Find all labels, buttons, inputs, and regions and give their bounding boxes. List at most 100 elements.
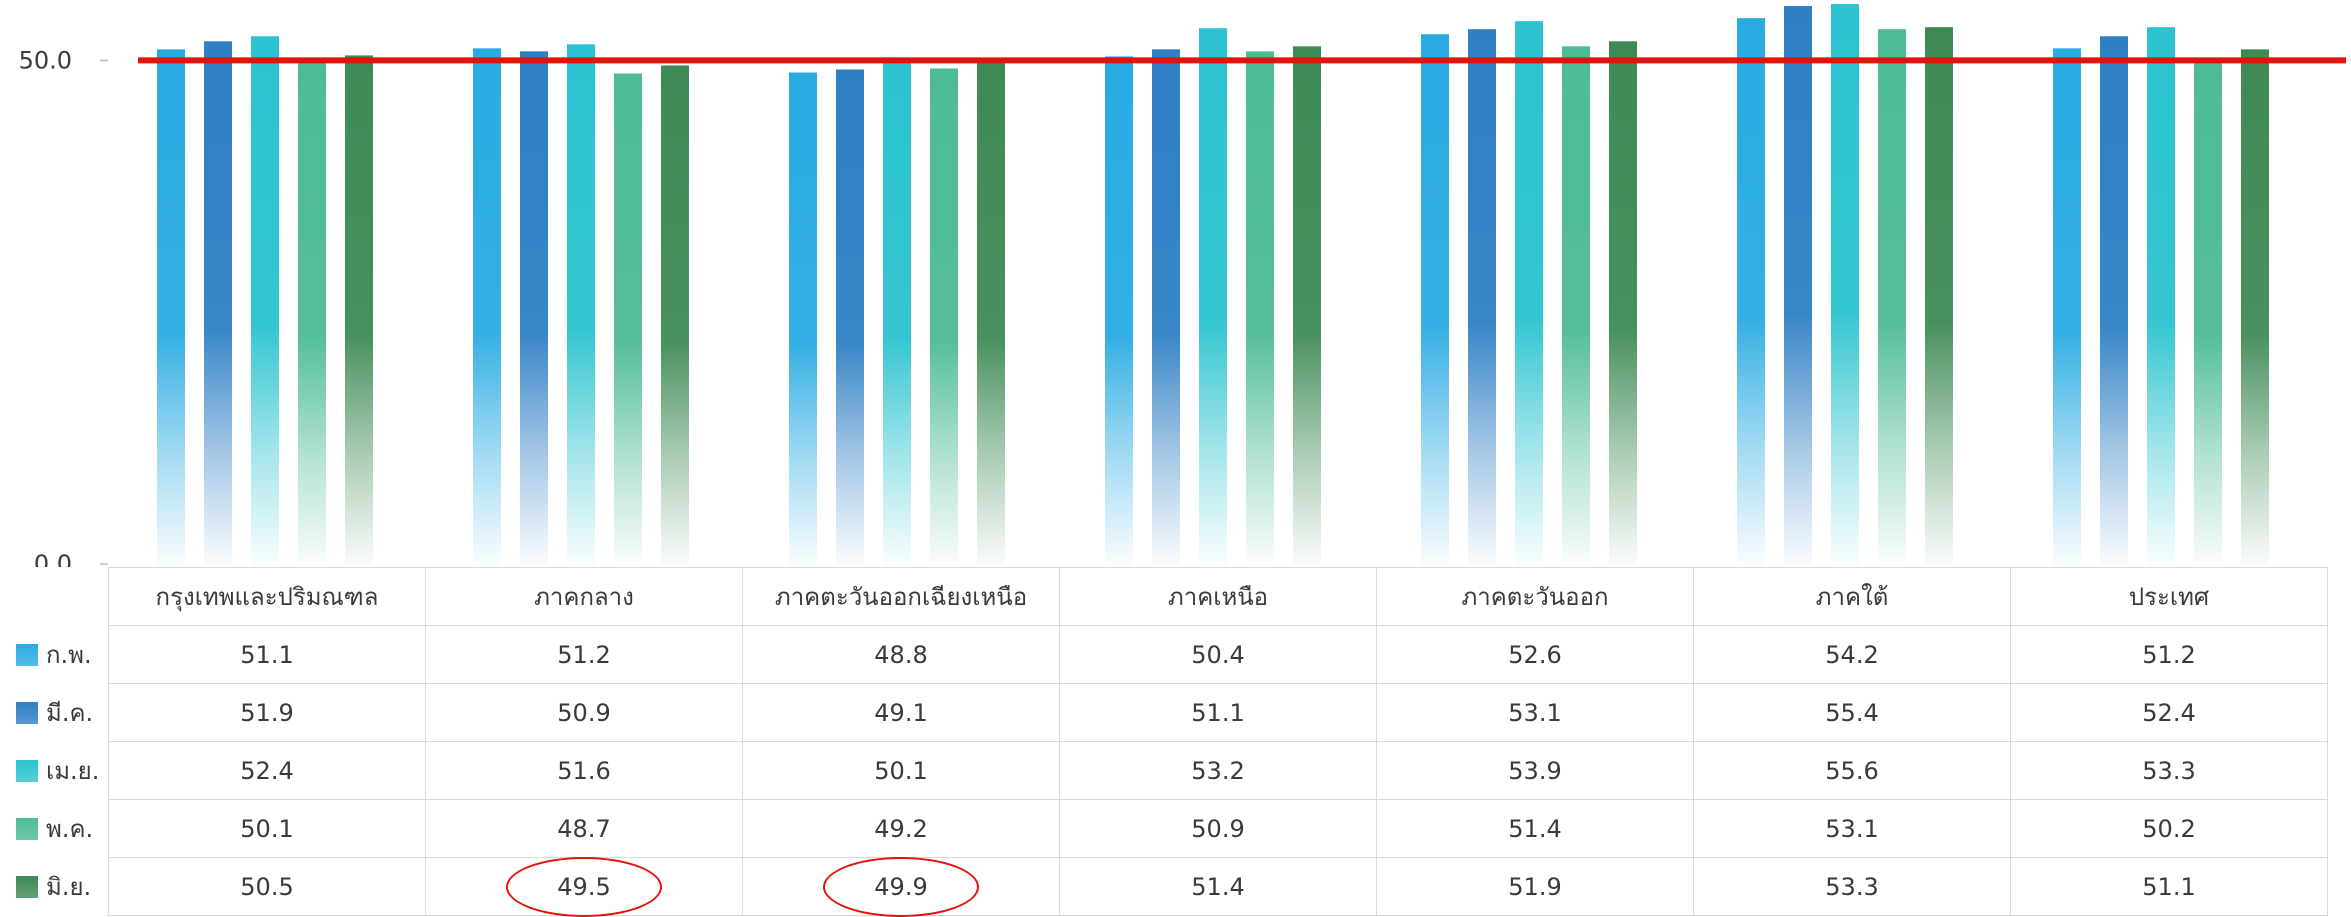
bar	[1515, 21, 1543, 564]
category-header: ภาคเหนือ	[1059, 567, 1377, 626]
series-label: มี.ค.	[0, 684, 109, 742]
legend-swatch	[16, 702, 38, 724]
value-cell: 51.9	[108, 683, 426, 742]
bar	[977, 61, 1005, 564]
bar	[157, 49, 185, 565]
table-row: พ.ค. 50.1 48.7 49.2 50.9 51.4 53.1 50.2	[0, 799, 2328, 858]
value-cell: 53.2	[1059, 741, 1377, 800]
bar	[1152, 49, 1180, 565]
bar	[1878, 29, 1906, 564]
table-row: ก.พ. 51.1 51.2 48.8 50.4 52.6 54.2 51.2	[0, 625, 2328, 684]
bar	[661, 65, 689, 564]
value-cell: 49.1	[742, 683, 1060, 742]
bar	[2194, 58, 2222, 565]
value-cell: 55.4	[1693, 683, 2011, 742]
value-cell: 51.9	[1376, 857, 1694, 916]
bar	[1925, 27, 1953, 564]
bar	[1105, 56, 1133, 565]
series-name: ก.พ.	[46, 641, 92, 669]
series-name: มี.ค.	[46, 699, 94, 727]
bar	[1246, 51, 1274, 565]
value-cell: 50.5	[108, 857, 426, 916]
series-name: พ.ค.	[46, 815, 94, 843]
table-row: เม.ย. 52.4 51.6 50.1 53.2 53.9 55.6 53.3	[0, 741, 2328, 800]
data-table: กรุงเทพและปริมณฑล ภาคกลาง ภาคตะวันออกเฉียง…	[0, 567, 2328, 917]
legend-swatch	[16, 760, 38, 782]
value-cell: 49.5	[425, 856, 743, 917]
category-header: ภาคตะวันออกเฉียงเหนือ	[742, 567, 1060, 626]
series-label: เม.ย.	[0, 742, 109, 800]
series-name: เม.ย.	[46, 757, 100, 785]
bar	[1468, 29, 1496, 564]
bar	[1609, 41, 1637, 565]
legend-swatch	[16, 644, 38, 666]
category-header: ภาคใต้	[1693, 567, 2011, 626]
value-cell: 50.9	[1059, 799, 1377, 858]
highlight-ellipse	[823, 856, 979, 917]
value-cell: 55.6	[1693, 741, 2011, 800]
legend-swatch	[16, 818, 38, 840]
table-row: มิ.ย. 50.5 49.5 49.9 51.4 51.9 53.3 51.1	[0, 856, 2328, 917]
y-tick-label: 50.0	[19, 46, 72, 74]
bar	[836, 69, 864, 564]
value-cell: 51.1	[108, 625, 426, 684]
value-cell: 51.2	[425, 625, 743, 684]
bar	[2147, 27, 2175, 564]
value-cell: 52.6	[1376, 625, 1694, 684]
value-cell: 53.9	[1376, 741, 1694, 800]
bar	[930, 68, 958, 564]
value-cell: 50.2	[2010, 799, 2328, 858]
category-header: กรุงเทพและปริมณฑล	[108, 567, 426, 626]
value-cell: 48.8	[742, 625, 1060, 684]
value-cell: 51.1	[1059, 683, 1377, 742]
category-header: ประเทศ	[2010, 567, 2328, 626]
bar	[204, 41, 232, 565]
value-cell: 51.2	[2010, 625, 2328, 684]
bar	[2053, 48, 2081, 565]
bar	[2241, 49, 2269, 565]
value-cell: 50.9	[425, 683, 743, 742]
value-cell: 50.4	[1059, 625, 1377, 684]
value-cell: 51.4	[1376, 799, 1694, 858]
value-cell: 54.2	[1693, 625, 2011, 684]
bar	[1784, 6, 1812, 565]
value-cell: 53.3	[1693, 857, 2011, 916]
table-corner	[0, 568, 109, 626]
table-row: มี.ค. 51.9 50.9 49.1 51.1 53.1 55.4 52.4	[0, 683, 2328, 742]
value-cell: 53.1	[1376, 683, 1694, 742]
category-header: ภาคกลาง	[425, 567, 743, 626]
value-cell: 51.6	[425, 741, 743, 800]
value-cell: 50.1	[108, 799, 426, 858]
highlight-ellipse	[506, 856, 662, 917]
value-cell: 48.7	[425, 799, 743, 858]
value-cell: 52.4	[108, 741, 426, 800]
bar	[1737, 18, 1765, 565]
value-cell: 52.4	[2010, 683, 2328, 742]
series-name: มิ.ย.	[46, 873, 92, 901]
bar	[1293, 46, 1321, 565]
value-cell: 50.1	[742, 741, 1060, 800]
bar	[345, 55, 373, 565]
legend-swatch	[16, 876, 38, 898]
bar	[614, 73, 642, 565]
bar	[2100, 36, 2128, 564]
bar	[473, 48, 501, 565]
bar	[1421, 34, 1449, 564]
bar	[789, 72, 817, 564]
value-cell: 49.2	[742, 799, 1060, 858]
bar	[520, 51, 548, 565]
series-label: ก.พ.	[0, 626, 109, 684]
bar	[567, 44, 595, 565]
bar	[298, 59, 326, 565]
value-cell: 51.1	[2010, 857, 2328, 916]
series-label: มิ.ย.	[0, 858, 109, 916]
series-label: พ.ค.	[0, 800, 109, 858]
bar	[1562, 46, 1590, 565]
value-cell: 51.4	[1059, 857, 1377, 916]
value-cell: 53.1	[1693, 799, 2011, 858]
bar-chart: 0.0 50.0	[19, 4, 2346, 567]
value-cell: 53.3	[2010, 741, 2328, 800]
bar	[883, 59, 911, 565]
bar	[1831, 4, 1859, 565]
bar	[251, 36, 279, 564]
